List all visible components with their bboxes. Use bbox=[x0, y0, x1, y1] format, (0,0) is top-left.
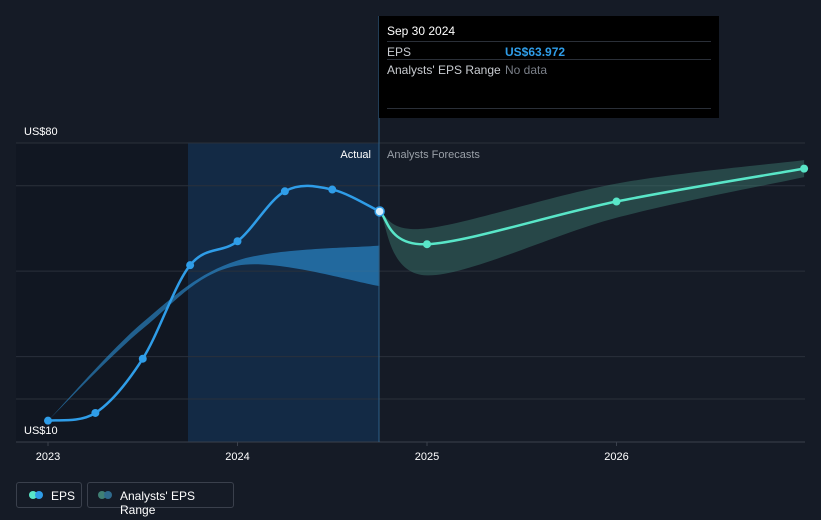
tooltip-divider bbox=[387, 108, 711, 109]
data-point-1-1 bbox=[423, 240, 431, 249]
series-line-0 bbox=[47, 184, 381, 422]
series-line-1 bbox=[378, 167, 805, 246]
data-point-0-2 bbox=[138, 354, 147, 363]
tooltip: Sep 30 2024 EPS US$63.972 Analysts' EPS … bbox=[379, 16, 719, 118]
legend-range-label: Analysts' EPS Range bbox=[120, 489, 195, 517]
tooltip-date: Sep 30 2024 bbox=[387, 24, 456, 38]
legend-range-swatch-icon-2 bbox=[104, 491, 112, 499]
legend-eps-label: EPS bbox=[51, 489, 76, 503]
legend-range-swatch-icon bbox=[98, 491, 106, 499]
tooltip-row-eps: EPS US$63.972 bbox=[387, 41, 711, 60]
actual-label: Actual bbox=[340, 149, 371, 161]
tooltip-range-label: Analysts' EPS Range bbox=[387, 63, 501, 77]
data-point-0-1 bbox=[91, 408, 100, 417]
legend-eps[interactable]: EPS bbox=[16, 482, 82, 508]
tooltip-eps-value: US$63.972 bbox=[505, 45, 566, 59]
forecast-label: Analysts Forecasts bbox=[387, 149, 480, 161]
legend-eps-swatch-icon bbox=[29, 491, 37, 499]
tooltip-row-range: Analysts' EPS Range No data bbox=[387, 59, 711, 78]
legend-eps-swatch-icon-2 bbox=[35, 491, 43, 499]
range-band-1 bbox=[379, 160, 805, 276]
y-label-top: US$80 bbox=[24, 126, 58, 138]
data-point-0-6 bbox=[328, 185, 337, 194]
data-point-0-7 bbox=[374, 206, 385, 217]
data-point-1-2 bbox=[612, 197, 621, 206]
tooltip-range-value: No data bbox=[505, 63, 548, 77]
y-label-bottom: US$10 bbox=[24, 425, 58, 437]
x-tick-label-3: 2026 bbox=[604, 451, 628, 463]
range-band-0 bbox=[48, 245, 380, 421]
data-point-0-0 bbox=[44, 416, 52, 425]
tooltip-eps-label: EPS bbox=[387, 45, 412, 59]
data-point-0-5 bbox=[280, 187, 289, 196]
x-tick-label-2: 2025 bbox=[415, 451, 439, 463]
x-tick-label-1: 2024 bbox=[225, 451, 249, 463]
data-point-1-3 bbox=[800, 164, 809, 173]
eps-chart: US$80 US$10 Actual Analysts Forecasts 20… bbox=[16, 16, 809, 463]
data-point-0-4 bbox=[233, 237, 242, 246]
legend-range[interactable]: Analysts' EPS Range bbox=[87, 482, 234, 517]
data-point-0-3 bbox=[186, 261, 195, 270]
x-tick-label-0: 2023 bbox=[36, 451, 60, 463]
past-shade bbox=[16, 143, 188, 442]
